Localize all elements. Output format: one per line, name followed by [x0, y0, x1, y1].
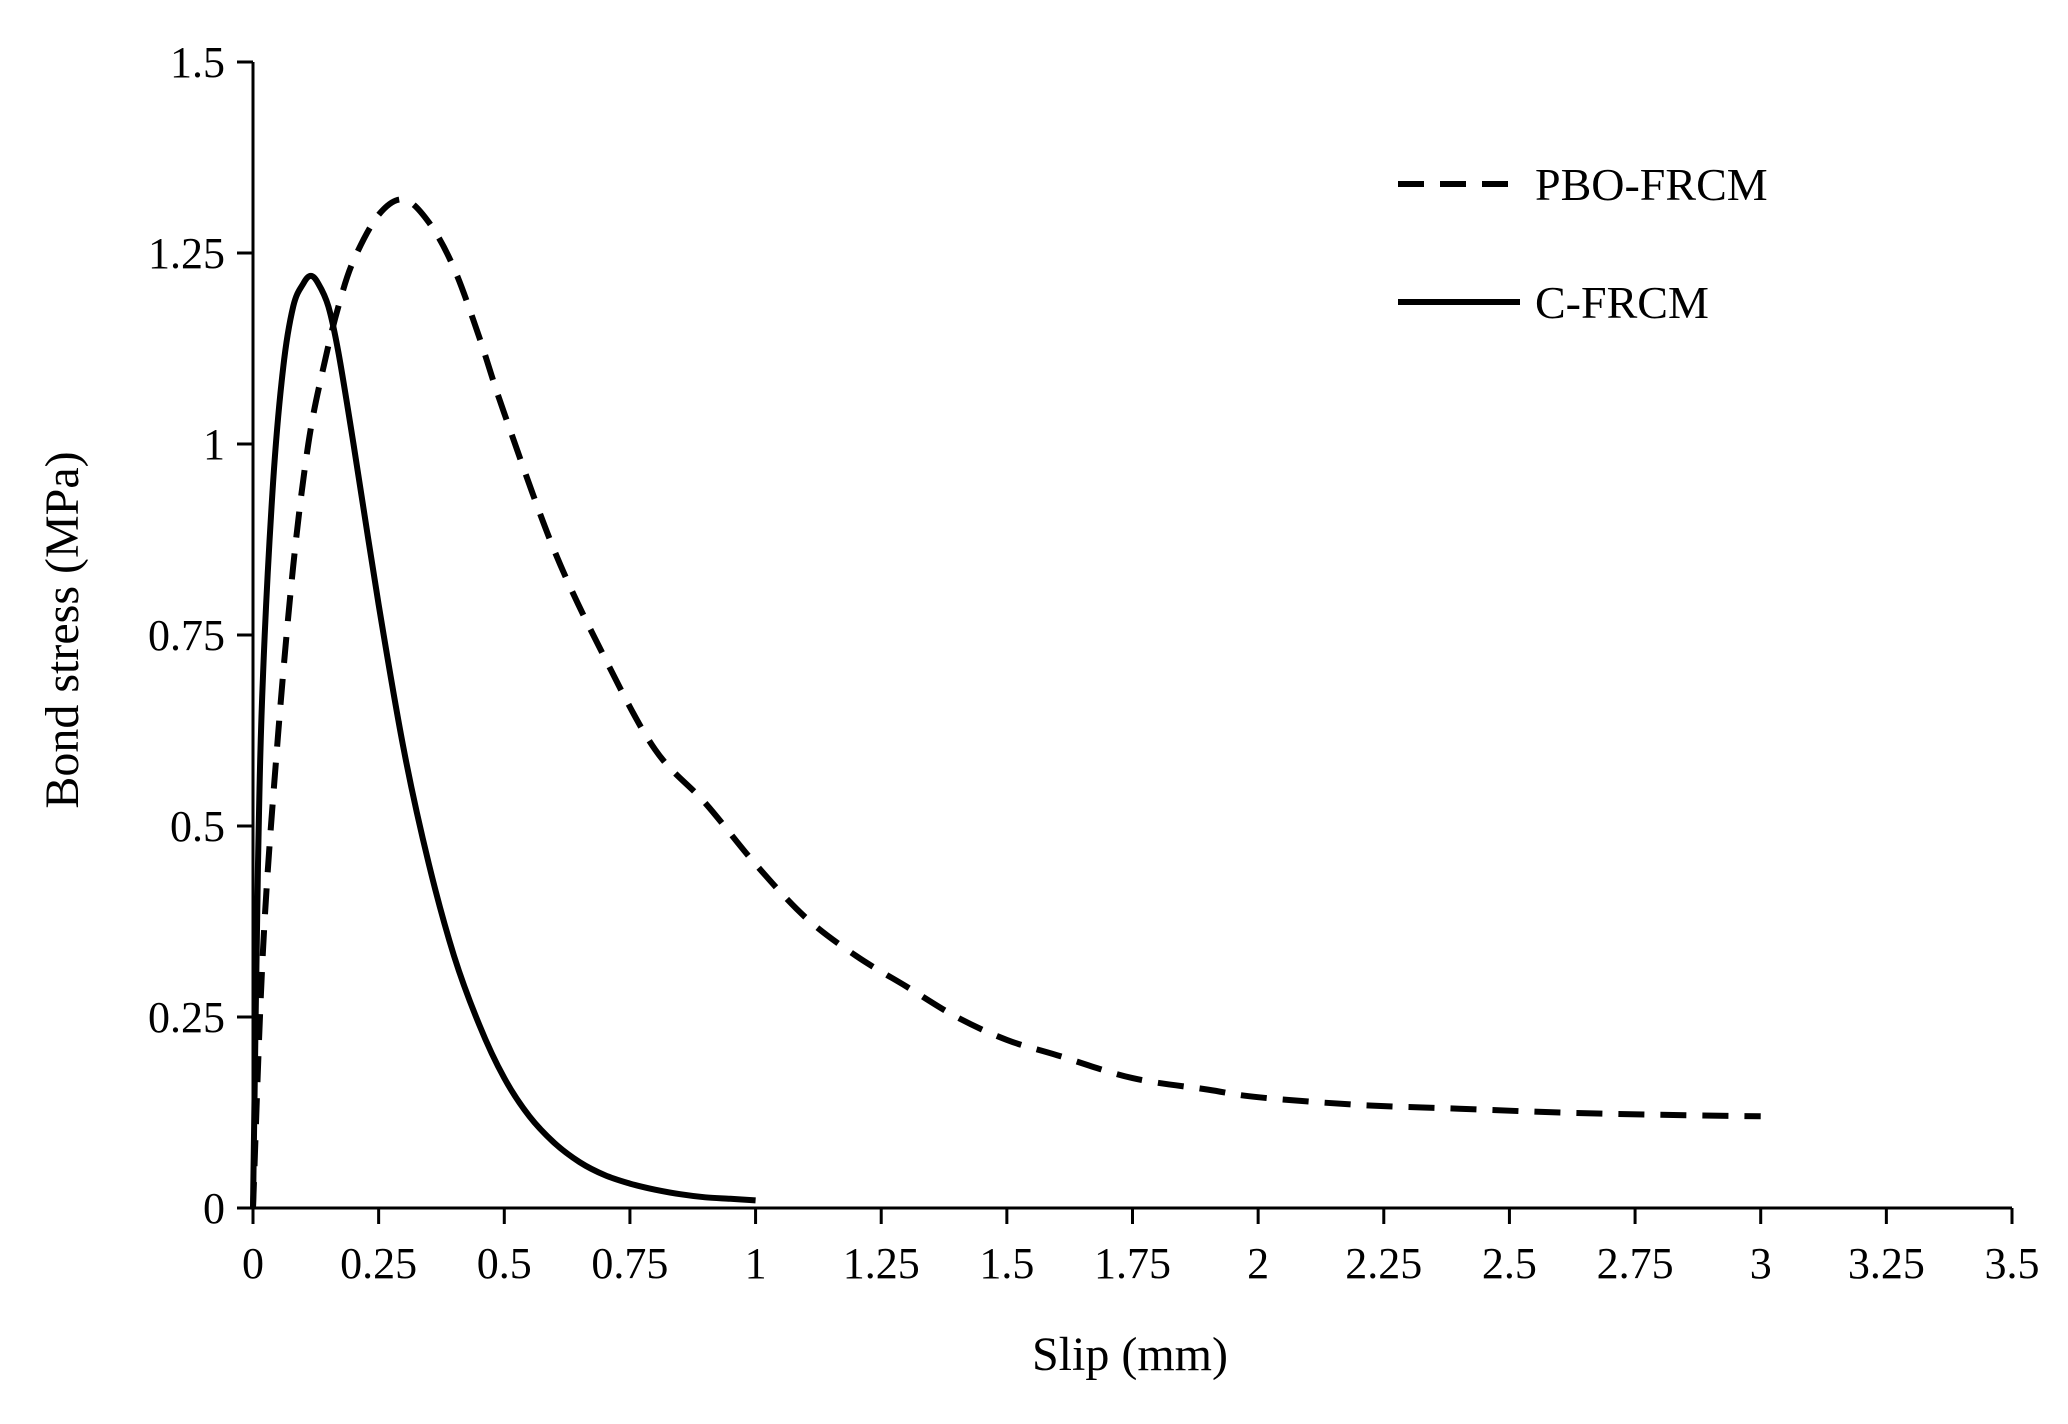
- x-tick-label: 3: [1750, 1239, 1772, 1288]
- x-tick-label: 2.25: [1345, 1239, 1422, 1288]
- x-axis-ticks: 0 0.25 0.5 0.75 1 1.25 1.5 1.75 2 2.25 2.5 2.75 3 3.2…: [242, 1208, 2040, 1288]
- y-tick-label: 1.5: [170, 38, 225, 87]
- legend-label-pbo-frcm: PBO-FRCM: [1535, 159, 1768, 210]
- y-axis-ticks: 0 0.25 0.5 0.75 1 1.25 1.5: [148, 38, 253, 1233]
- x-tick-label: 2: [1247, 1239, 1269, 1288]
- x-tick-label: 3.5: [1985, 1239, 2040, 1288]
- x-tick-label: 0.75: [591, 1239, 668, 1288]
- y-tick-label: 0.75: [148, 611, 225, 660]
- series-line-pbo-frcm: [250, 196, 1761, 1209]
- x-tick-label: 0.5: [477, 1239, 532, 1288]
- y-axis-title: Bond stress (MPa): [36, 451, 89, 808]
- x-tick-label: 1: [745, 1239, 767, 1288]
- x-tick-label: 2.75: [1597, 1239, 1674, 1288]
- x-tick-label: 1.75: [1094, 1239, 1171, 1288]
- y-tick-label: 0.5: [170, 802, 225, 851]
- y-tick-label: 0: [203, 1184, 225, 1233]
- series-line-c-frcm: [250, 272, 756, 1209]
- x-tick-label: 3.25: [1848, 1239, 1925, 1288]
- y-tick-label: 0.25: [148, 993, 225, 1042]
- legend-label-c-frcm: C-FRCM: [1535, 277, 1709, 328]
- x-tick-label: 2.5: [1482, 1239, 1537, 1288]
- x-tick-label: 0.25: [340, 1239, 417, 1288]
- x-tick-label: 1.5: [979, 1239, 1034, 1288]
- series-layer: [250, 196, 1761, 1209]
- x-tick-label: 1.25: [843, 1239, 920, 1288]
- x-axis-title: Slip (mm): [1032, 1328, 1228, 1381]
- x-tick-label: 0: [242, 1239, 264, 1288]
- legend: PBO-FRCM C-FRCM: [1398, 159, 1768, 328]
- axes: [251, 62, 2012, 1210]
- y-tick-label: 1.25: [148, 229, 225, 278]
- y-tick-label: 1: [203, 420, 225, 469]
